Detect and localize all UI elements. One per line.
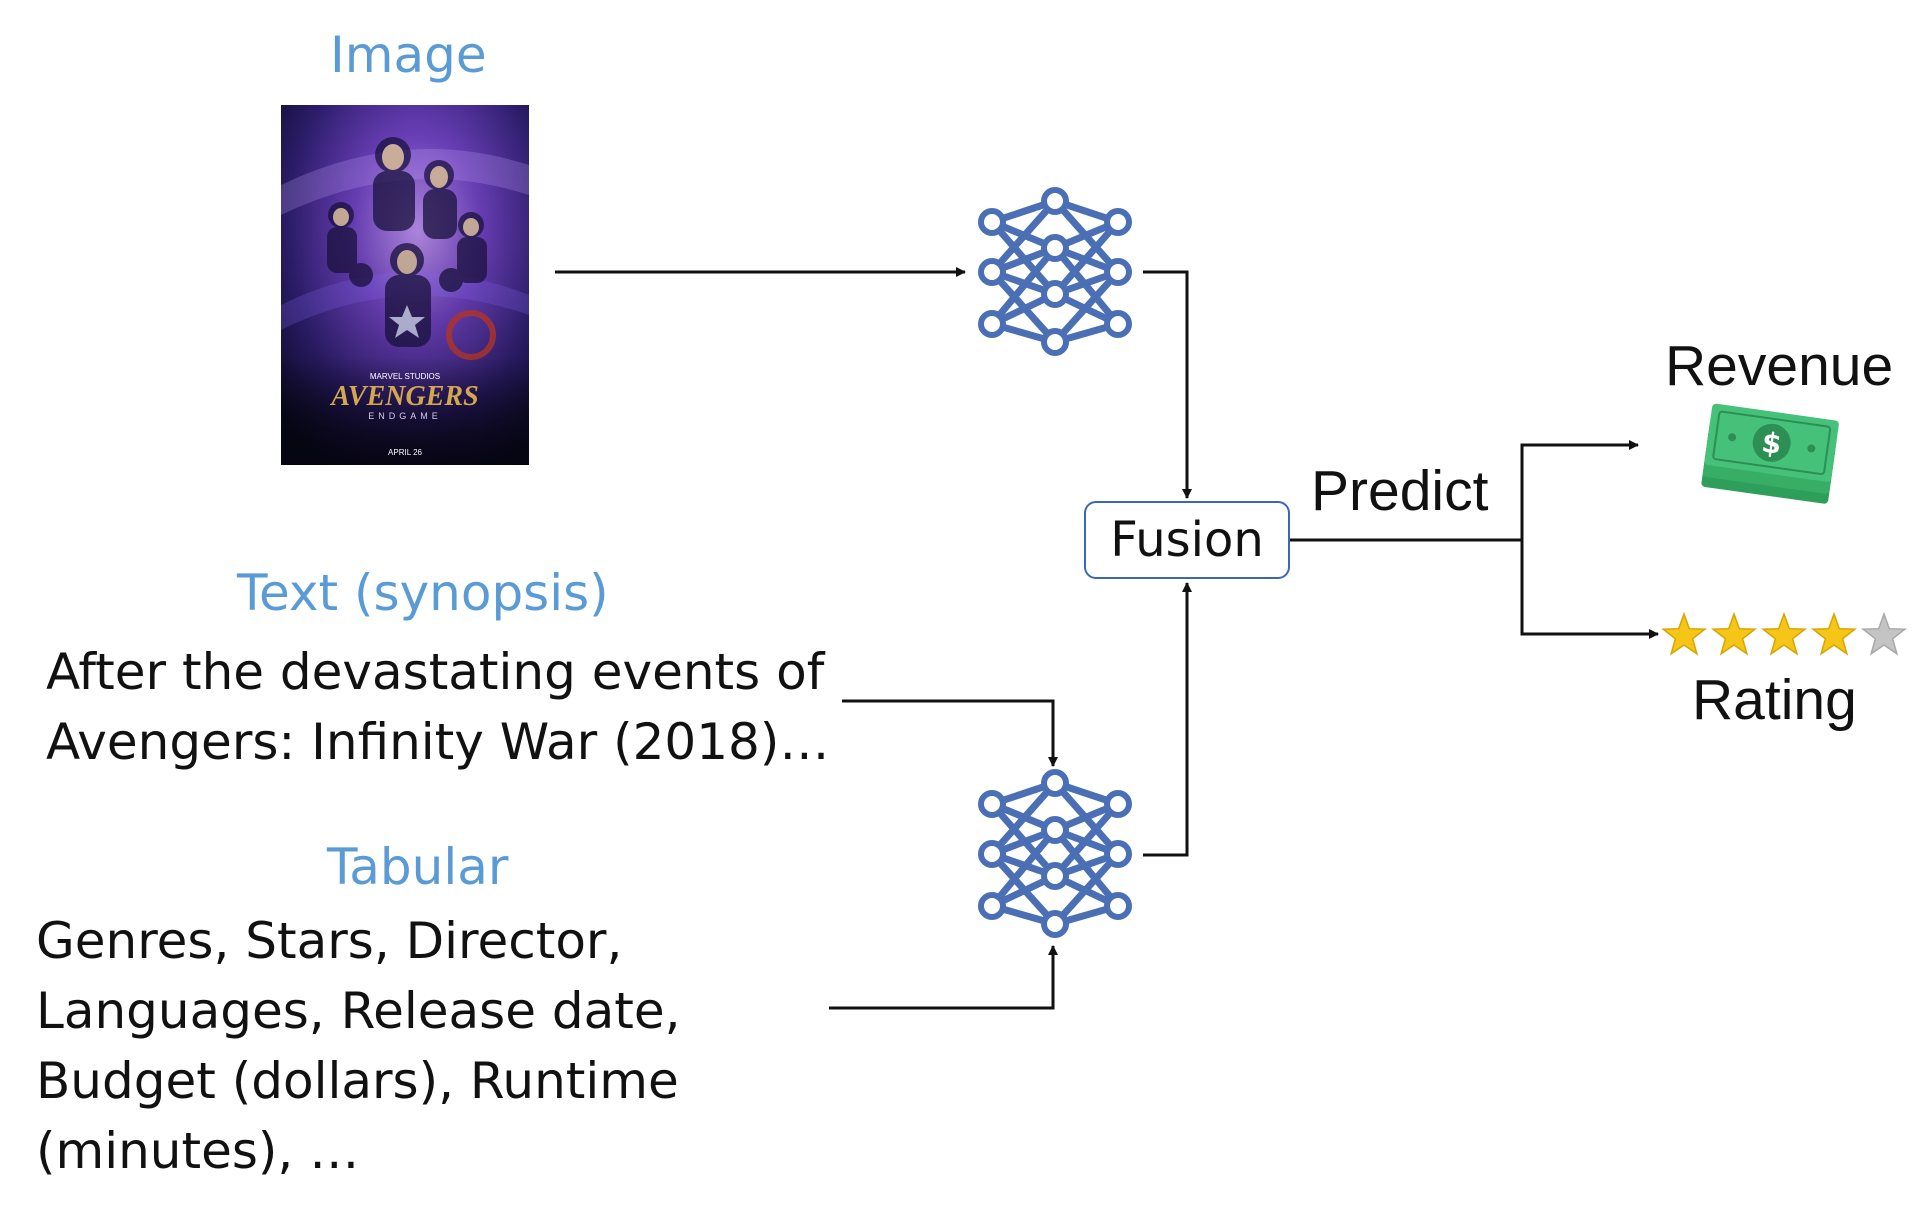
tabular-line-2: Languages, Release date,: [36, 982, 681, 1040]
synopsis-line-2: Avengers: Infinity War (2018)…: [46, 713, 830, 771]
revenue-label: Revenue: [1665, 334, 1894, 398]
poster-date-art: APRIL 26: [388, 448, 422, 457]
star-filled-icon: [1662, 611, 1707, 656]
tabular-line-1: Genres, Stars, Director,: [36, 912, 623, 970]
rating-label: Rating: [1692, 668, 1857, 732]
star-empty-icon: [1861, 611, 1907, 656]
dollar-symbol: $: [1760, 426, 1784, 461]
predict-label: Predict: [1311, 459, 1489, 523]
poster-subtitle-art: ENDGAME: [368, 411, 442, 421]
fusion-box: Fusion: [1084, 501, 1290, 579]
poster-title-art: AVENGERS: [329, 381, 478, 412]
image-encoder-network-icon: [978, 187, 1132, 356]
text-to-network-arrow: [842, 699, 1058, 767]
star-filled-icon: [1711, 611, 1757, 656]
poster-studio-label: MARVEL STUDIOS: [370, 372, 440, 381]
star-filled-icon: [1811, 611, 1857, 656]
star-filled-icon: [1761, 611, 1807, 656]
synopsis-line-1: After the devastating events of: [46, 643, 825, 701]
fusion-label: Fusion: [1110, 512, 1264, 568]
predict-to-rating-arrow: [1520, 540, 1659, 639]
text-tabular-encoder-network-icon: [978, 769, 1132, 938]
tabular-to-network-arrow: [829, 945, 1058, 1010]
star-rating-icon: [1662, 611, 1907, 656]
tabular-title: Tabular: [327, 838, 509, 896]
movie-poster: MARVEL STUDIOS AVENGERS ENDGAME APRIL 26: [281, 105, 529, 465]
network1-to-fusion-arrow: [1143, 270, 1192, 499]
predict-to-revenue-arrow: [1520, 440, 1639, 540]
tabular-line-4: (minutes), …: [36, 1122, 360, 1180]
network2-to-fusion-arrow: [1143, 582, 1192, 857]
money-icon: $: [1701, 403, 1839, 504]
image-title: Image: [330, 26, 487, 84]
text-synopsis-title: Text (synopsis): [237, 564, 609, 622]
tabular-line-3: Budget (dollars), Runtime: [36, 1052, 679, 1110]
